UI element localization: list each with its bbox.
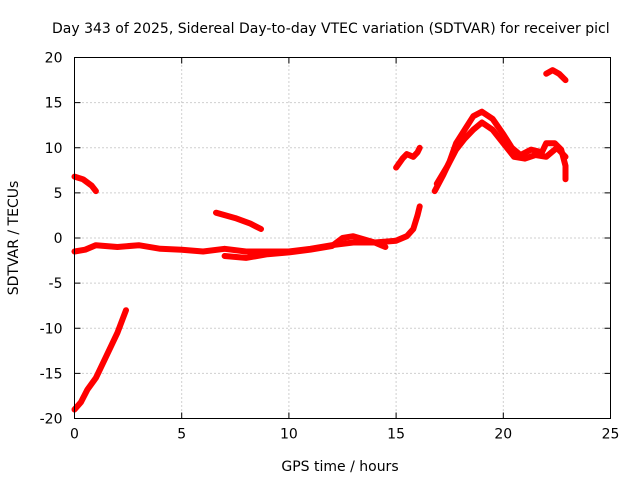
x-tick-label: 25 <box>602 427 620 443</box>
y-tick-label: 5 <box>54 186 63 202</box>
y-tick-label: -15 <box>40 366 63 382</box>
y-tick-label: -5 <box>49 276 63 292</box>
series-line-arc-2 <box>71 173 99 195</box>
series-line-arc-5 <box>221 233 389 261</box>
x-tick-label: 10 <box>280 427 298 443</box>
y-tick-label: 0 <box>54 231 63 247</box>
series-line-arc-4 <box>213 209 264 232</box>
chart-title: Day 343 of 2025, Sidereal Day-to-day VTE… <box>52 21 610 37</box>
series-line-arc-6 <box>393 144 423 171</box>
series-layer <box>71 67 569 413</box>
series-line-arc-1 <box>71 307 129 413</box>
x-tick-label: 15 <box>387 427 405 443</box>
y-tick-label: 20 <box>45 51 63 67</box>
tick-layer: 0 5 10 15 20 25 -20 -15 -10 -5 0 5 10 15 20 <box>40 51 620 443</box>
series-line-arc-9 <box>543 67 569 84</box>
y-tick-label: 10 <box>45 141 63 157</box>
x-tick-label: 0 <box>70 427 79 443</box>
y-tick-label: -20 <box>40 412 63 428</box>
x-tick-label: 20 <box>494 427 512 443</box>
y-tick-label: 15 <box>45 96 63 112</box>
series-line-arc-3 <box>71 203 423 255</box>
x-axis-label: GPS time / hours <box>281 459 398 475</box>
y-tick-label: -10 <box>40 321 63 337</box>
y-axis-label: SDTVAR / TECUs <box>6 181 22 296</box>
series-line-arc-8 <box>433 119 569 187</box>
x-tick-label: 5 <box>177 427 186 443</box>
